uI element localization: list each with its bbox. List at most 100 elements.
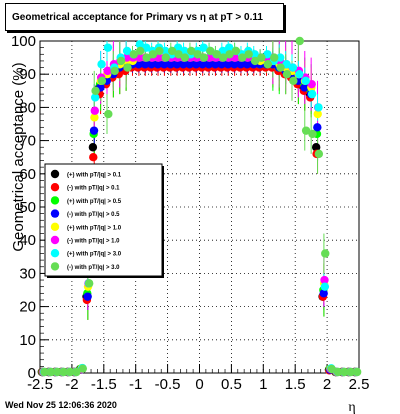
- data-point: [327, 364, 336, 374]
- legend-marker: [50, 169, 60, 179]
- data-point: [238, 53, 247, 62]
- y-tick-label: 20: [19, 299, 36, 316]
- legend-label: (+) with pT/|q| > 1.0: [67, 225, 122, 231]
- data-point: [218, 53, 228, 62]
- data-point: [333, 367, 343, 377]
- data-point: [308, 129, 317, 139]
- data-point: [217, 60, 226, 69]
- legend-marker: [50, 235, 60, 245]
- data-point: [314, 149, 324, 159]
- data-point: [295, 36, 304, 46]
- data-point: [161, 46, 170, 56]
- chart-title: Geometrical acceptance for Primary vs η …: [5, 3, 284, 31]
- data-point: [123, 63, 132, 72]
- data-point: [301, 76, 310, 86]
- timestamp-label: Wed Nov 25 12:06:36 2020: [5, 400, 117, 410]
- x-axis-title: η: [348, 400, 355, 414]
- data-point: [97, 60, 106, 69]
- data-point: [89, 126, 99, 135]
- data-point: [352, 367, 362, 377]
- data-point: [320, 275, 329, 285]
- data-point: [65, 367, 75, 377]
- y-tick-label: 80: [19, 99, 36, 116]
- data-point: [88, 143, 98, 152]
- data-point: [110, 66, 119, 76]
- legend-marker: [50, 209, 60, 218]
- data-point: [166, 60, 175, 69]
- data-point: [90, 113, 99, 122]
- data-point: [142, 53, 151, 62]
- data-point: [89, 153, 98, 162]
- data-point: [148, 50, 158, 59]
- x-tick-label: -2: [65, 376, 78, 393]
- data-point: [161, 53, 170, 62]
- data-point: [46, 367, 56, 377]
- data-point: [224, 43, 234, 52]
- y-tick-label: 10: [19, 332, 36, 349]
- y-tick-label: 90: [19, 66, 36, 83]
- data-point: [193, 50, 202, 59]
- data-point: [346, 367, 355, 377]
- data-point: [223, 60, 233, 69]
- legend-label: (+) with pT/|q| > 0.1: [67, 173, 122, 179]
- data-point: [103, 43, 113, 52]
- data-point: [135, 40, 145, 49]
- data-point: [104, 109, 113, 119]
- y-tick-label: 0: [28, 365, 36, 382]
- data-point: [187, 46, 196, 56]
- data-point: [40, 367, 49, 377]
- data-point: [225, 50, 234, 59]
- x-tick-label: -0.5: [155, 376, 181, 393]
- legend-label: (+) with pT/|q| > 0.5: [67, 199, 122, 205]
- data-point: [155, 46, 164, 56]
- x-tick-label: 1: [259, 376, 267, 393]
- data-point: [129, 50, 139, 59]
- data-point: [72, 367, 81, 377]
- data-point: [78, 364, 88, 373]
- data-point: [276, 63, 285, 72]
- data-point: [206, 46, 215, 56]
- x-tick-label: 0.5: [221, 376, 242, 393]
- data-point: [321, 249, 330, 258]
- data-point: [179, 60, 188, 69]
- data-point: [301, 126, 311, 135]
- data-point: [204, 60, 214, 69]
- data-point: [295, 70, 304, 79]
- data-point: [300, 83, 309, 92]
- data-point: [307, 89, 317, 99]
- data-point: [270, 53, 279, 62]
- y-tick-label: 100: [11, 33, 36, 50]
- legend-box: [44, 163, 163, 277]
- data-point: [91, 86, 100, 96]
- legend-label: (-) with pT/|q| > 0.1: [67, 186, 120, 192]
- data-point: [313, 109, 322, 119]
- data-point: [288, 63, 298, 72]
- data-point: [122, 46, 132, 56]
- data-point: [319, 289, 328, 298]
- data-point: [172, 60, 182, 69]
- data-point: [313, 123, 322, 132]
- data-point: [167, 46, 177, 56]
- data-point: [191, 60, 201, 69]
- data-point: [198, 60, 207, 69]
- x-tick-label: 2.5: [349, 376, 370, 393]
- data-point: [242, 60, 252, 69]
- data-point: [263, 60, 273, 69]
- data-point: [340, 367, 349, 377]
- x-tick-label: 2: [323, 376, 331, 393]
- data-point: [236, 60, 245, 69]
- data-point: [83, 292, 92, 301]
- data-point: [231, 46, 241, 56]
- y-tick-label: 40: [19, 232, 36, 249]
- y-tick-label: 60: [19, 166, 36, 183]
- x-tick-label: 0: [195, 376, 203, 393]
- data-point: [153, 60, 163, 69]
- data-point: [282, 70, 292, 79]
- x-tick-label: -1.5: [91, 376, 117, 393]
- data-point: [174, 50, 183, 59]
- data-point: [53, 367, 62, 377]
- data-point: [250, 50, 259, 59]
- data-point: [212, 50, 221, 59]
- x-tick-label: -2.5: [27, 376, 53, 393]
